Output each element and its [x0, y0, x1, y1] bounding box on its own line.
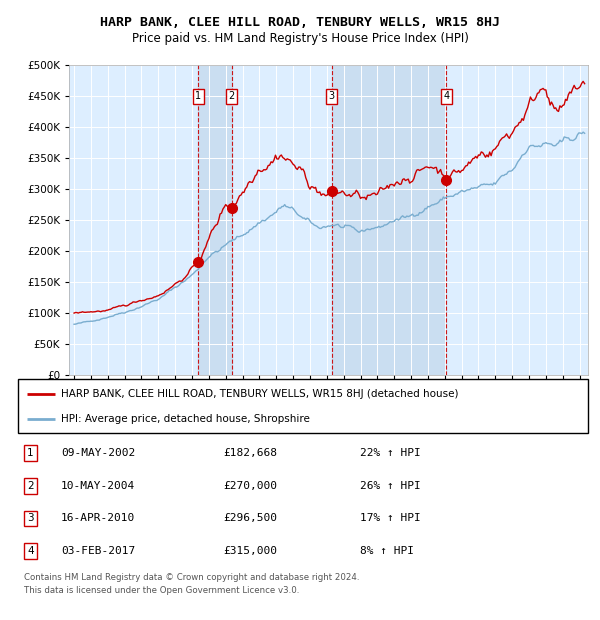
Text: 17% ↑ HPI: 17% ↑ HPI	[360, 513, 421, 523]
Text: 2: 2	[229, 91, 235, 101]
Text: £296,500: £296,500	[223, 513, 277, 523]
Text: 22% ↑ HPI: 22% ↑ HPI	[360, 448, 421, 458]
Bar	[332, 65, 446, 375]
Text: Price paid vs. HM Land Registry's House Price Index (HPI): Price paid vs. HM Land Registry's House …	[131, 32, 469, 45]
Text: 09-MAY-2002: 09-MAY-2002	[61, 448, 135, 458]
Text: £315,000: £315,000	[223, 546, 277, 556]
Text: Contains HM Land Registry data © Crown copyright and database right 2024.: Contains HM Land Registry data © Crown c…	[24, 574, 359, 583]
Text: 3: 3	[27, 513, 34, 523]
Text: 03-FEB-2017: 03-FEB-2017	[61, 546, 135, 556]
Text: 26% ↑ HPI: 26% ↑ HPI	[360, 481, 421, 491]
Text: 3: 3	[329, 91, 335, 101]
Text: This data is licensed under the Open Government Licence v3.0.: This data is licensed under the Open Gov…	[24, 586, 299, 595]
Text: £270,000: £270,000	[223, 481, 277, 491]
Text: 4: 4	[443, 91, 449, 101]
Text: 16-APR-2010: 16-APR-2010	[61, 513, 135, 523]
Text: £182,668: £182,668	[223, 448, 277, 458]
Text: 1: 1	[27, 448, 34, 458]
Text: 8% ↑ HPI: 8% ↑ HPI	[360, 546, 414, 556]
Text: 10-MAY-2004: 10-MAY-2004	[61, 481, 135, 491]
Text: HARP BANK, CLEE HILL ROAD, TENBURY WELLS, WR15 8HJ (detached house): HARP BANK, CLEE HILL ROAD, TENBURY WELLS…	[61, 389, 458, 399]
Bar	[198, 65, 232, 375]
Text: HARP BANK, CLEE HILL ROAD, TENBURY WELLS, WR15 8HJ: HARP BANK, CLEE HILL ROAD, TENBURY WELLS…	[100, 16, 500, 29]
Text: 4: 4	[27, 546, 34, 556]
Text: HPI: Average price, detached house, Shropshire: HPI: Average price, detached house, Shro…	[61, 414, 310, 425]
Text: 2: 2	[27, 481, 34, 491]
Text: 1: 1	[195, 91, 201, 101]
